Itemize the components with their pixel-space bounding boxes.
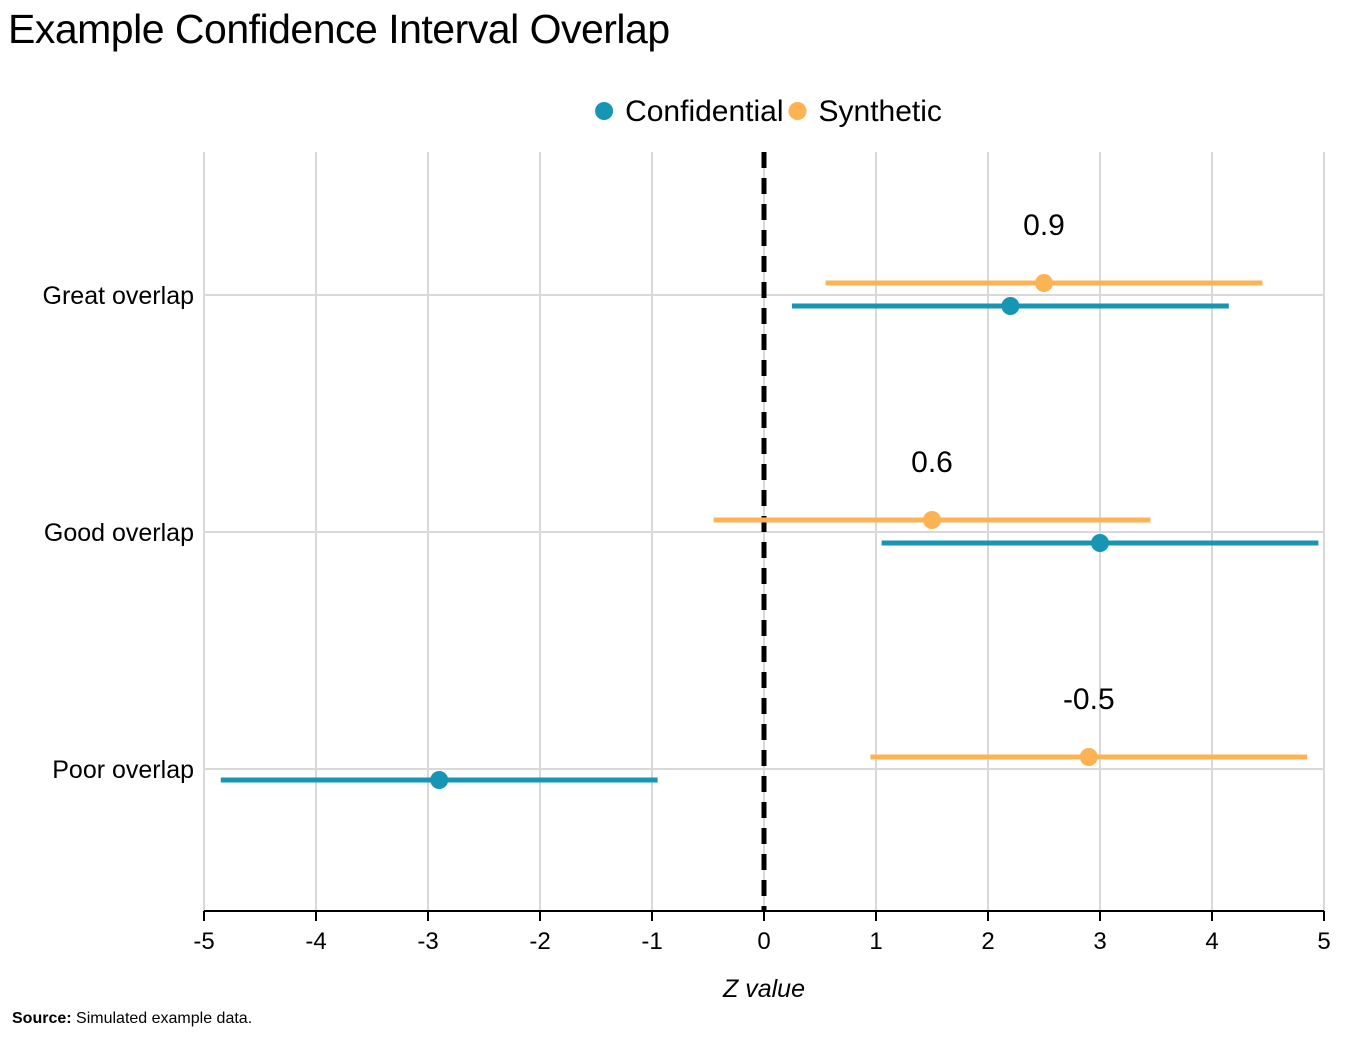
x-axis: -5 -4 -3 -2 -1 0 1 2 3 4 5: [193, 910, 1331, 955]
estimate-point: [430, 771, 449, 789]
category-label: Great overlap: [43, 282, 194, 310]
overlap-annotation: 0.6: [911, 446, 953, 479]
legend-swatch: [788, 102, 807, 120]
x-tick-label: 1: [869, 928, 882, 955]
legend-item: Confidential: [595, 95, 784, 128]
x-tick-label: -3: [417, 928, 438, 955]
x-axis-title: Z value: [722, 975, 805, 1003]
estimate-point: [923, 511, 941, 529]
source-label: Source:: [12, 1010, 72, 1027]
x-tick-label: 4: [1205, 928, 1218, 955]
category-label: Good overlap: [44, 519, 194, 547]
estimate-point: [1035, 274, 1053, 292]
grid-lines: [203, 152, 1325, 911]
source-text: Simulated example data.: [76, 1010, 253, 1027]
x-tick-label: 2: [981, 928, 994, 955]
x-tick-label: -2: [529, 928, 550, 955]
category-label: Poor overlap: [52, 756, 194, 784]
legend-item: Synthetic: [788, 95, 942, 128]
legend: Confidential Synthetic: [595, 95, 942, 128]
estimate-point: [1001, 297, 1020, 315]
x-tick-label: 3: [1093, 928, 1106, 955]
chart-title: Example Confidence Interval Overlap: [8, 6, 670, 52]
estimate-point: [1091, 534, 1109, 552]
annotations: 0.9 0.6 -0.5: [911, 209, 1115, 716]
x-tick-label: 5: [1317, 928, 1330, 955]
interval-marks: [220, 274, 1319, 789]
source-note: Source: Simulated example data.: [12, 1010, 252, 1028]
x-tick-label: 0: [757, 928, 770, 955]
overlap-annotation: 0.9: [1023, 209, 1065, 242]
x-tick-label: -4: [305, 928, 326, 955]
overlap-annotation: -0.5: [1063, 683, 1115, 716]
x-tick-label: -5: [193, 928, 214, 955]
legend-label: Confidential: [625, 95, 783, 128]
legend-swatch: [595, 102, 614, 120]
legend-label: Synthetic: [819, 95, 942, 128]
x-tick-label: -1: [641, 928, 662, 955]
category-labels: Great overlap Good overlap Poor overlap: [43, 282, 194, 784]
estimate-point: [1079, 748, 1098, 766]
